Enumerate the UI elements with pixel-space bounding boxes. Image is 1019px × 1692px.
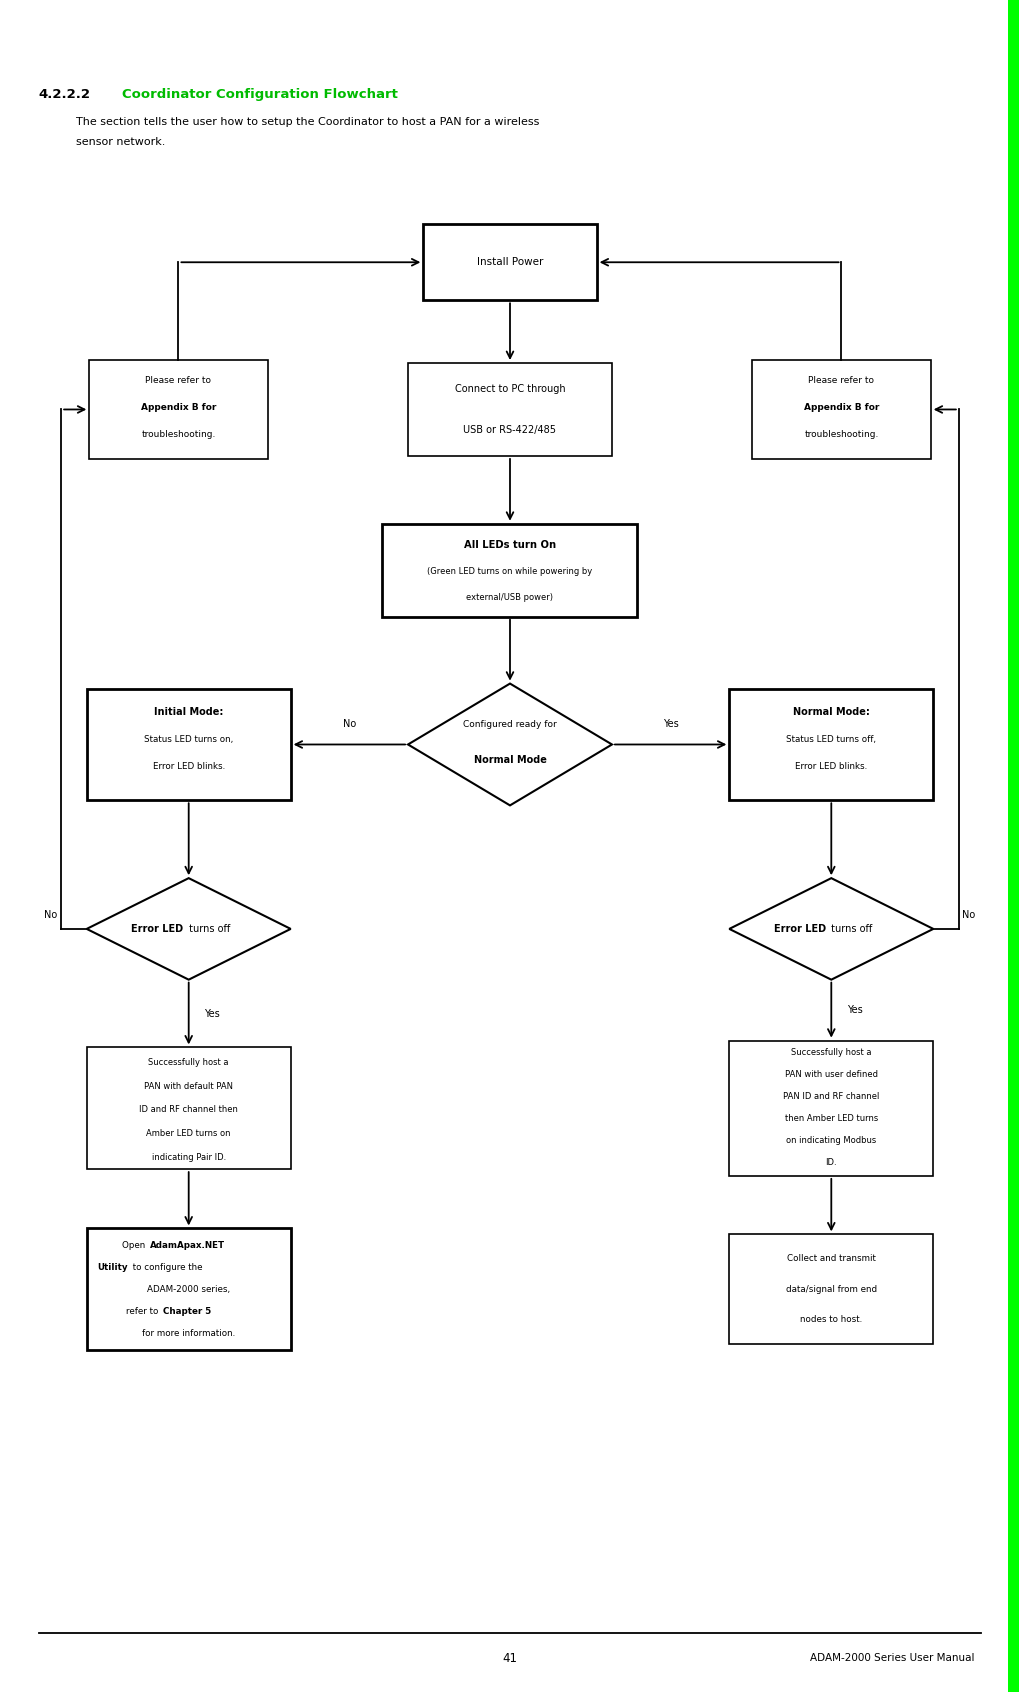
FancyBboxPatch shape xyxy=(382,525,637,616)
Text: for more information.: for more information. xyxy=(142,1328,235,1338)
Text: 41: 41 xyxy=(502,1651,517,1665)
Text: Status LED turns off,: Status LED turns off, xyxy=(786,734,875,744)
FancyBboxPatch shape xyxy=(408,364,611,455)
Text: No: No xyxy=(45,910,57,920)
Text: 4.2.2.2: 4.2.2.2 xyxy=(39,88,91,102)
Text: Appendix B for: Appendix B for xyxy=(141,403,216,413)
Text: refer to: refer to xyxy=(126,1306,161,1316)
Text: Please refer to: Please refer to xyxy=(808,376,873,386)
Text: Connect to PC through: Connect to PC through xyxy=(454,384,565,394)
Text: AdamApax.NET: AdamApax.NET xyxy=(150,1240,225,1250)
Text: Successfully host a: Successfully host a xyxy=(149,1058,228,1068)
Text: Collect and transmit: Collect and transmit xyxy=(786,1254,875,1264)
Text: troubleshooting.: troubleshooting. xyxy=(804,430,877,440)
Text: Utility: Utility xyxy=(97,1262,127,1272)
Text: Initial Mode:: Initial Mode: xyxy=(154,707,223,717)
FancyBboxPatch shape xyxy=(87,689,290,800)
Polygon shape xyxy=(87,878,290,980)
Text: Open: Open xyxy=(122,1240,148,1250)
Text: Successfully host a: Successfully host a xyxy=(791,1047,870,1058)
Text: ID and RF channel then: ID and RF channel then xyxy=(140,1105,237,1115)
FancyBboxPatch shape xyxy=(90,360,267,459)
Text: Error LED blinks.: Error LED blinks. xyxy=(795,761,866,772)
Text: Coordinator Configuration Flowchart: Coordinator Configuration Flowchart xyxy=(122,88,397,102)
Text: Please refer to: Please refer to xyxy=(146,376,211,386)
Text: Normal Mode: Normal Mode xyxy=(473,755,546,765)
Text: sensor network.: sensor network. xyxy=(76,137,166,147)
Text: on indicating Modbus: on indicating Modbus xyxy=(786,1135,875,1145)
Text: Configured ready for: Configured ready for xyxy=(463,719,556,729)
FancyBboxPatch shape xyxy=(87,1047,290,1169)
Text: indicating Pair ID.: indicating Pair ID. xyxy=(152,1152,225,1162)
Text: turns off: turns off xyxy=(185,924,229,934)
Text: All LEDs turn On: All LEDs turn On xyxy=(464,540,555,550)
Text: ID.: ID. xyxy=(824,1157,837,1167)
Text: Yes: Yes xyxy=(846,1005,861,1015)
Text: data/signal from end: data/signal from end xyxy=(785,1284,876,1294)
Text: Error LED: Error LED xyxy=(773,924,825,934)
Text: Error LED: Error LED xyxy=(131,924,183,934)
Text: PAN with user defined: PAN with user defined xyxy=(784,1069,877,1079)
Text: Appendix B for: Appendix B for xyxy=(803,403,878,413)
Text: external/USB power): external/USB power) xyxy=(466,592,553,602)
FancyBboxPatch shape xyxy=(423,225,596,301)
Text: turns off: turns off xyxy=(827,924,871,934)
Text: PAN ID and RF channel: PAN ID and RF channel xyxy=(783,1091,878,1101)
Text: to configure the: to configure the xyxy=(129,1262,202,1272)
Text: Yes: Yes xyxy=(662,719,678,729)
Text: nodes to host.: nodes to host. xyxy=(799,1315,862,1325)
FancyBboxPatch shape xyxy=(752,360,929,459)
Text: Chapter 5: Chapter 5 xyxy=(163,1306,211,1316)
Text: No: No xyxy=(342,719,356,729)
Text: The section tells the user how to setup the Coordinator to host a PAN for a wire: The section tells the user how to setup … xyxy=(76,117,539,127)
Text: ADAM-2000 series,: ADAM-2000 series, xyxy=(147,1284,230,1294)
Text: (Green LED turns on while powering by: (Green LED turns on while powering by xyxy=(427,567,592,577)
Text: Amber LED turns on: Amber LED turns on xyxy=(147,1129,230,1139)
Text: Error LED blinks.: Error LED blinks. xyxy=(153,761,224,772)
FancyBboxPatch shape xyxy=(729,1041,932,1176)
Text: troubleshooting.: troubleshooting. xyxy=(142,430,215,440)
Text: Yes: Yes xyxy=(204,1008,219,1019)
Polygon shape xyxy=(408,684,611,805)
Text: Install Power: Install Power xyxy=(476,257,543,267)
Text: USB or RS-422/485: USB or RS-422/485 xyxy=(463,425,556,435)
Text: Normal Mode:: Normal Mode: xyxy=(792,707,869,717)
Polygon shape xyxy=(729,878,932,980)
Text: No: No xyxy=(962,910,974,920)
FancyBboxPatch shape xyxy=(87,1228,290,1350)
FancyBboxPatch shape xyxy=(729,689,932,800)
Text: ADAM-2000 Series User Manual: ADAM-2000 Series User Manual xyxy=(809,1653,973,1663)
Text: PAN with default PAN: PAN with default PAN xyxy=(144,1081,233,1091)
Text: then Amber LED turns: then Amber LED turns xyxy=(784,1113,877,1123)
FancyBboxPatch shape xyxy=(729,1235,932,1343)
Text: Status LED turns on,: Status LED turns on, xyxy=(144,734,233,744)
Bar xyxy=(1007,0,1019,1692)
